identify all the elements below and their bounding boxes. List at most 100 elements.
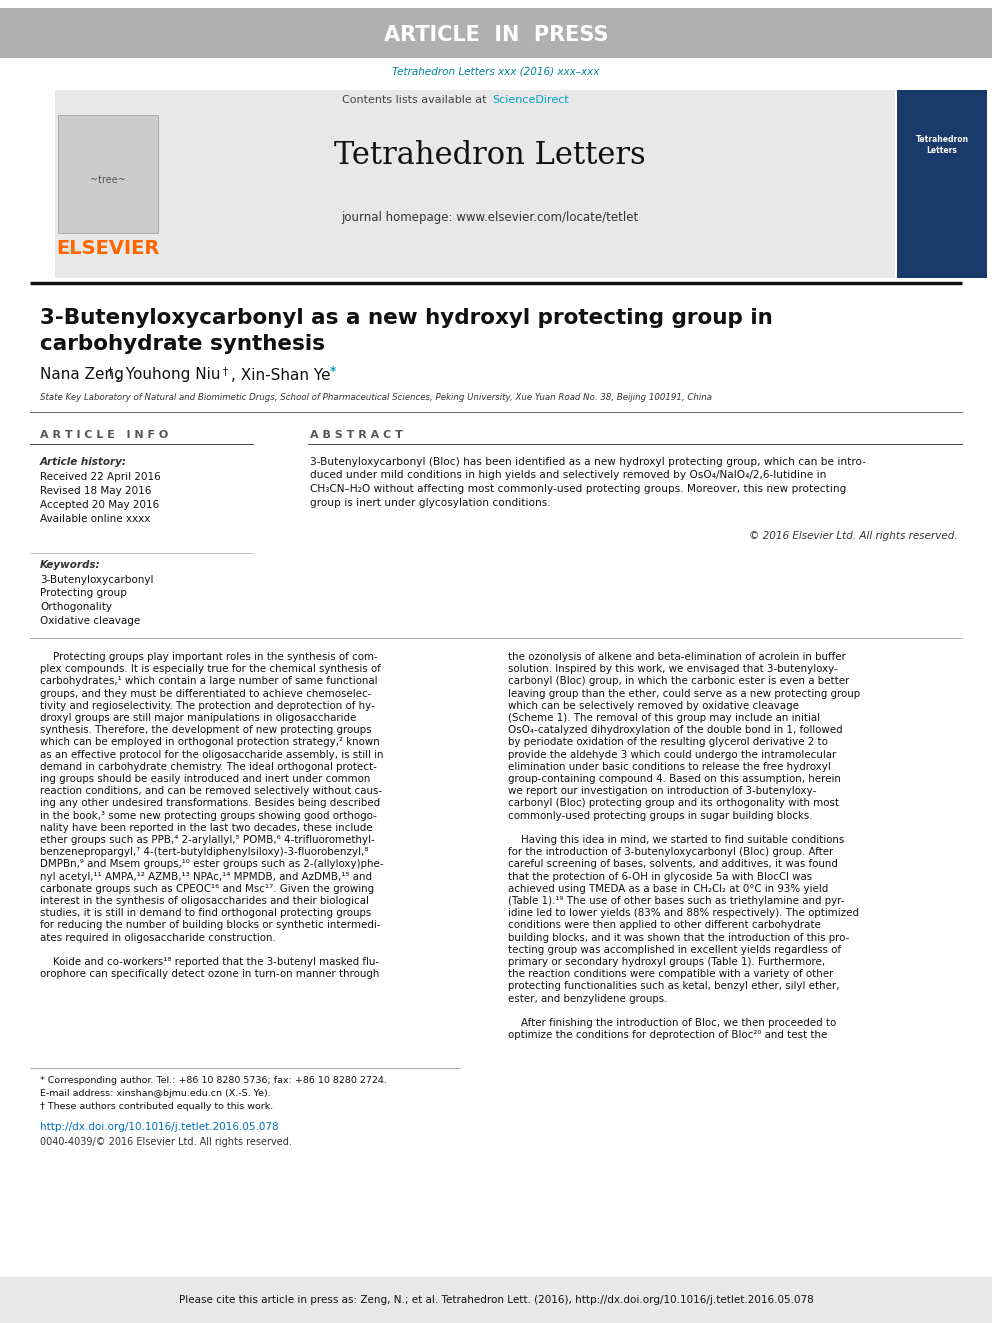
Text: ether groups such as PPB,⁴ 2-arylallyl,⁵ POMB,⁶ 4-trifluoromethyl-: ether groups such as PPB,⁴ 2-arylallyl,⁵… — [40, 835, 375, 845]
Text: for reducing the number of building blocks or synthetic intermedi-: for reducing the number of building bloc… — [40, 921, 381, 930]
Bar — [55, 90, 895, 278]
Text: , Youhong Niu: , Youhong Niu — [116, 368, 220, 382]
Text: Oxidative cleavage: Oxidative cleavage — [40, 615, 140, 626]
Text: 3-Butenyloxycarbonyl (Bloc) has been identified as a new hydroxyl protecting gro: 3-Butenyloxycarbonyl (Bloc) has been ide… — [310, 456, 866, 467]
Text: the ozonolysis of alkene and beta-elimination of acrolein in buffer: the ozonolysis of alkene and beta-elimin… — [508, 652, 846, 662]
Text: leaving group than the ether, could serve as a new protecting group: leaving group than the ether, could serv… — [508, 688, 860, 699]
Text: benzenepropargyl,⁷ 4-(tert-butyldiphenylsiloxy)-3-fluorobenzyl,⁸: benzenepropargyl,⁷ 4-(tert-butyldiphenyl… — [40, 847, 368, 857]
Text: group is inert under glycosylation conditions.: group is inert under glycosylation condi… — [310, 497, 551, 508]
Text: carbohydrate synthesis: carbohydrate synthesis — [40, 333, 325, 355]
Text: ScienceDirect: ScienceDirect — [492, 95, 568, 105]
Text: Contents lists available at: Contents lists available at — [342, 95, 490, 105]
Text: idine led to lower yields (83% and 88% respectively). The optimized: idine led to lower yields (83% and 88% r… — [508, 908, 859, 918]
Text: Article history:: Article history: — [40, 456, 127, 467]
Text: ing groups should be easily introduced and inert under common: ing groups should be easily introduced a… — [40, 774, 370, 785]
Bar — [0, 8, 992, 58]
Text: *: * — [330, 365, 336, 377]
Text: that the protection of 6-OH in glycoside 5a with BlocCl was: that the protection of 6-OH in glycoside… — [508, 872, 812, 881]
Text: carbonyl (Bloc) group, in which the carbonic ester is even a better: carbonyl (Bloc) group, in which the carb… — [508, 676, 849, 687]
Text: groups, and they must be differentiated to achieve chemoselec-: groups, and they must be differentiated … — [40, 688, 371, 699]
Text: Koide and co-workers¹⁸ reported that the 3-butenyl masked flu-: Koide and co-workers¹⁸ reported that the… — [40, 957, 379, 967]
Text: conditions were then applied to other different carbohydrate: conditions were then applied to other di… — [508, 921, 820, 930]
Text: as an effective protocol for the oligosaccharide assembly, is still in: as an effective protocol for the oligosa… — [40, 750, 384, 759]
Text: in the book,³ some new protecting groups showing good orthogo-: in the book,³ some new protecting groups… — [40, 811, 377, 820]
Text: nyl acetyl,¹¹ AMPA,¹² AZMB,¹³ NPAc,¹⁴ MPMDB, and AzDMB,¹⁵ and: nyl acetyl,¹¹ AMPA,¹² AZMB,¹³ NPAc,¹⁴ MP… — [40, 872, 372, 881]
Text: building blocks, and it was shown that the introduction of this pro-: building blocks, and it was shown that t… — [508, 933, 849, 942]
Text: A R T I C L E   I N F O: A R T I C L E I N F O — [40, 430, 169, 441]
Text: State Key Laboratory of Natural and Biomimetic Drugs, School of Pharmaceutical S: State Key Laboratory of Natural and Biom… — [40, 393, 712, 401]
Text: plex compounds. It is especially true for the chemical synthesis of: plex compounds. It is especially true fo… — [40, 664, 381, 675]
Text: * Corresponding author. Tel.: +86 10 8280 5736; fax: +86 10 8280 2724.: * Corresponding author. Tel.: +86 10 828… — [40, 1076, 387, 1085]
Text: ~tree~: ~tree~ — [90, 175, 126, 185]
Bar — [58, 115, 158, 233]
Bar — [0, 1277, 992, 1323]
Text: tecting group was accomplished in excellent yields regardless of: tecting group was accomplished in excell… — [508, 945, 841, 955]
Text: protecting functionalities such as ketal, benzyl ether, silyl ether,: protecting functionalities such as ketal… — [508, 982, 839, 991]
Text: optimize the conditions for deprotection of Bloc²⁰ and test the: optimize the conditions for deprotection… — [508, 1031, 827, 1040]
Text: Received 22 April 2016: Received 22 April 2016 — [40, 472, 161, 482]
Text: , Xin-Shan Ye: , Xin-Shan Ye — [231, 368, 330, 382]
Text: After finishing the introduction of Bloc, we then proceeded to: After finishing the introduction of Bloc… — [508, 1017, 836, 1028]
Text: 3-Butenyloxycarbonyl as a new hydroxyl protecting group in: 3-Butenyloxycarbonyl as a new hydroxyl p… — [40, 308, 773, 328]
Text: © 2016 Elsevier Ltd. All rights reserved.: © 2016 Elsevier Ltd. All rights reserved… — [749, 531, 958, 541]
Text: group-containing compound 4. Based on this assumption, herein: group-containing compound 4. Based on th… — [508, 774, 841, 785]
Text: which can be employed in orthogonal protection strategy,² known: which can be employed in orthogonal prot… — [40, 737, 380, 747]
Text: † These authors contributed equally to this work.: † These authors contributed equally to t… — [40, 1102, 273, 1111]
Text: Keywords:: Keywords: — [40, 560, 100, 570]
Text: Revised 18 May 2016: Revised 18 May 2016 — [40, 486, 152, 496]
Text: ester, and benzylidene groups.: ester, and benzylidene groups. — [508, 994, 668, 1004]
Text: ELSEVIER: ELSEVIER — [57, 238, 160, 258]
Text: Accepted 20 May 2016: Accepted 20 May 2016 — [40, 500, 160, 509]
Text: orophore can specifically detect ozone in turn-on manner through: orophore can specifically detect ozone i… — [40, 970, 379, 979]
Text: 3-Butenyloxycarbonyl: 3-Butenyloxycarbonyl — [40, 576, 154, 585]
Text: Nana Zeng: Nana Zeng — [40, 368, 124, 382]
Text: ates required in oligosaccharide construction.: ates required in oligosaccharide constru… — [40, 933, 276, 942]
Text: solution. Inspired by this work, we envisaged that 3-butenyloxy-: solution. Inspired by this work, we envi… — [508, 664, 838, 675]
Text: Having this idea in mind, we started to find suitable conditions: Having this idea in mind, we started to … — [508, 835, 844, 845]
Text: Protecting group: Protecting group — [40, 589, 127, 598]
Text: E-mail address: xinshan@bjmu.edu.cn (X.-S. Ye).: E-mail address: xinshan@bjmu.edu.cn (X.-… — [40, 1089, 271, 1098]
Text: (Table 1).¹⁹ The use of other bases such as triethylamine and pyr-: (Table 1).¹⁹ The use of other bases such… — [508, 896, 844, 906]
Text: http://dx.doi.org/10.1016/j.tetlet.2016.05.078: http://dx.doi.org/10.1016/j.tetlet.2016.… — [40, 1122, 279, 1132]
Text: provide the aldehyde 3 which could undergo the intramolecular: provide the aldehyde 3 which could under… — [508, 750, 836, 759]
Text: Protecting groups play important roles in the synthesis of com-: Protecting groups play important roles i… — [40, 652, 378, 662]
Text: careful screening of bases, solvents, and additives, it was found: careful screening of bases, solvents, an… — [508, 860, 838, 869]
Text: OsO₄-catalyzed dihydroxylation of the double bond in 1, followed: OsO₄-catalyzed dihydroxylation of the do… — [508, 725, 842, 736]
Text: carbonate groups such as CPEOC¹⁶ and Msc¹⁷. Given the growing: carbonate groups such as CPEOC¹⁶ and Msc… — [40, 884, 374, 894]
Text: commonly-used protecting groups in sugar building blocks.: commonly-used protecting groups in sugar… — [508, 811, 812, 820]
Text: nality have been reported in the last two decades, these include: nality have been reported in the last tw… — [40, 823, 373, 832]
Text: the reaction conditions were compatible with a variety of other: the reaction conditions were compatible … — [508, 970, 833, 979]
Bar — [897, 90, 987, 278]
Text: achieved using TMEDA as a base in CH₂Cl₂ at 0°C in 93% yield: achieved using TMEDA as a base in CH₂Cl₂… — [508, 884, 828, 894]
Text: ing any other undesired transformations. Besides being described: ing any other undesired transformations.… — [40, 798, 380, 808]
Text: reaction conditions, and can be removed selectively without caus-: reaction conditions, and can be removed … — [40, 786, 382, 796]
Text: journal homepage: www.elsevier.com/locate/tetlet: journal homepage: www.elsevier.com/locat… — [341, 212, 639, 225]
Text: Tetrahedron
Letters: Tetrahedron Letters — [916, 135, 968, 155]
Text: CH₃CN–H₂O without affecting most commonly-used protecting groups. Moreover, this: CH₃CN–H₂O without affecting most commonl… — [310, 484, 846, 493]
Text: demand in carbohydrate chemistry. The ideal orthogonal protect-: demand in carbohydrate chemistry. The id… — [40, 762, 377, 771]
Text: tivity and regioselectivity. The protection and deprotection of hy-: tivity and regioselectivity. The protect… — [40, 701, 375, 710]
Text: synthesis. Therefore, the development of new protecting groups: synthesis. Therefore, the development of… — [40, 725, 371, 736]
Text: 0040-4039/© 2016 Elsevier Ltd. All rights reserved.: 0040-4039/© 2016 Elsevier Ltd. All right… — [40, 1136, 292, 1147]
Text: which can be selectively removed by oxidative cleavage: which can be selectively removed by oxid… — [508, 701, 799, 710]
Text: Tetrahedron Letters: Tetrahedron Letters — [334, 139, 646, 171]
Text: by periodate oxidation of the resulting glycerol derivative 2 to: by periodate oxidation of the resulting … — [508, 737, 828, 747]
Text: †: † — [223, 366, 228, 376]
Text: Tetrahedron Letters xxx (2016) xxx–xxx: Tetrahedron Letters xxx (2016) xxx–xxx — [392, 67, 600, 77]
Text: interest in the synthesis of oligosaccharides and their biological: interest in the synthesis of oligosaccha… — [40, 896, 369, 906]
Text: †: † — [108, 366, 113, 376]
Text: studies, it is still in demand to find orthogonal protecting groups: studies, it is still in demand to find o… — [40, 908, 371, 918]
Text: carbonyl (Bloc) protecting group and its orthogonality with most: carbonyl (Bloc) protecting group and its… — [508, 798, 839, 808]
Text: for the introduction of 3-butenyloxycarbonyl (Bloc) group. After: for the introduction of 3-butenyloxycarb… — [508, 847, 833, 857]
Text: we report our investigation on introduction of 3-butenyloxy-: we report our investigation on introduct… — [508, 786, 816, 796]
Text: A B S T R A C T: A B S T R A C T — [310, 430, 403, 441]
Text: primary or secondary hydroxyl groups (Table 1). Furthermore,: primary or secondary hydroxyl groups (Ta… — [508, 957, 825, 967]
Text: duced under mild conditions in high yields and selectively removed by OsO₄/NaIO₄: duced under mild conditions in high yiel… — [310, 471, 826, 480]
Text: DMPBn,⁹ and Msem groups,¹⁰ ester groups such as 2-(allyloxy)phe-: DMPBn,⁹ and Msem groups,¹⁰ ester groups … — [40, 860, 384, 869]
Text: ARTICLE  IN  PRESS: ARTICLE IN PRESS — [384, 25, 608, 45]
Text: (Scheme 1). The removal of this group may include an initial: (Scheme 1). The removal of this group ma… — [508, 713, 820, 722]
Text: carbohydrates,¹ which contain a large number of same functional: carbohydrates,¹ which contain a large nu… — [40, 676, 378, 687]
Text: Orthogonality: Orthogonality — [40, 602, 112, 613]
Text: Please cite this article in press as: Zeng, N.; et al. Tetrahedron Lett. (2016),: Please cite this article in press as: Ze… — [179, 1295, 813, 1304]
Text: droxyl groups are still major manipulations in oligosaccharide: droxyl groups are still major manipulati… — [40, 713, 356, 722]
